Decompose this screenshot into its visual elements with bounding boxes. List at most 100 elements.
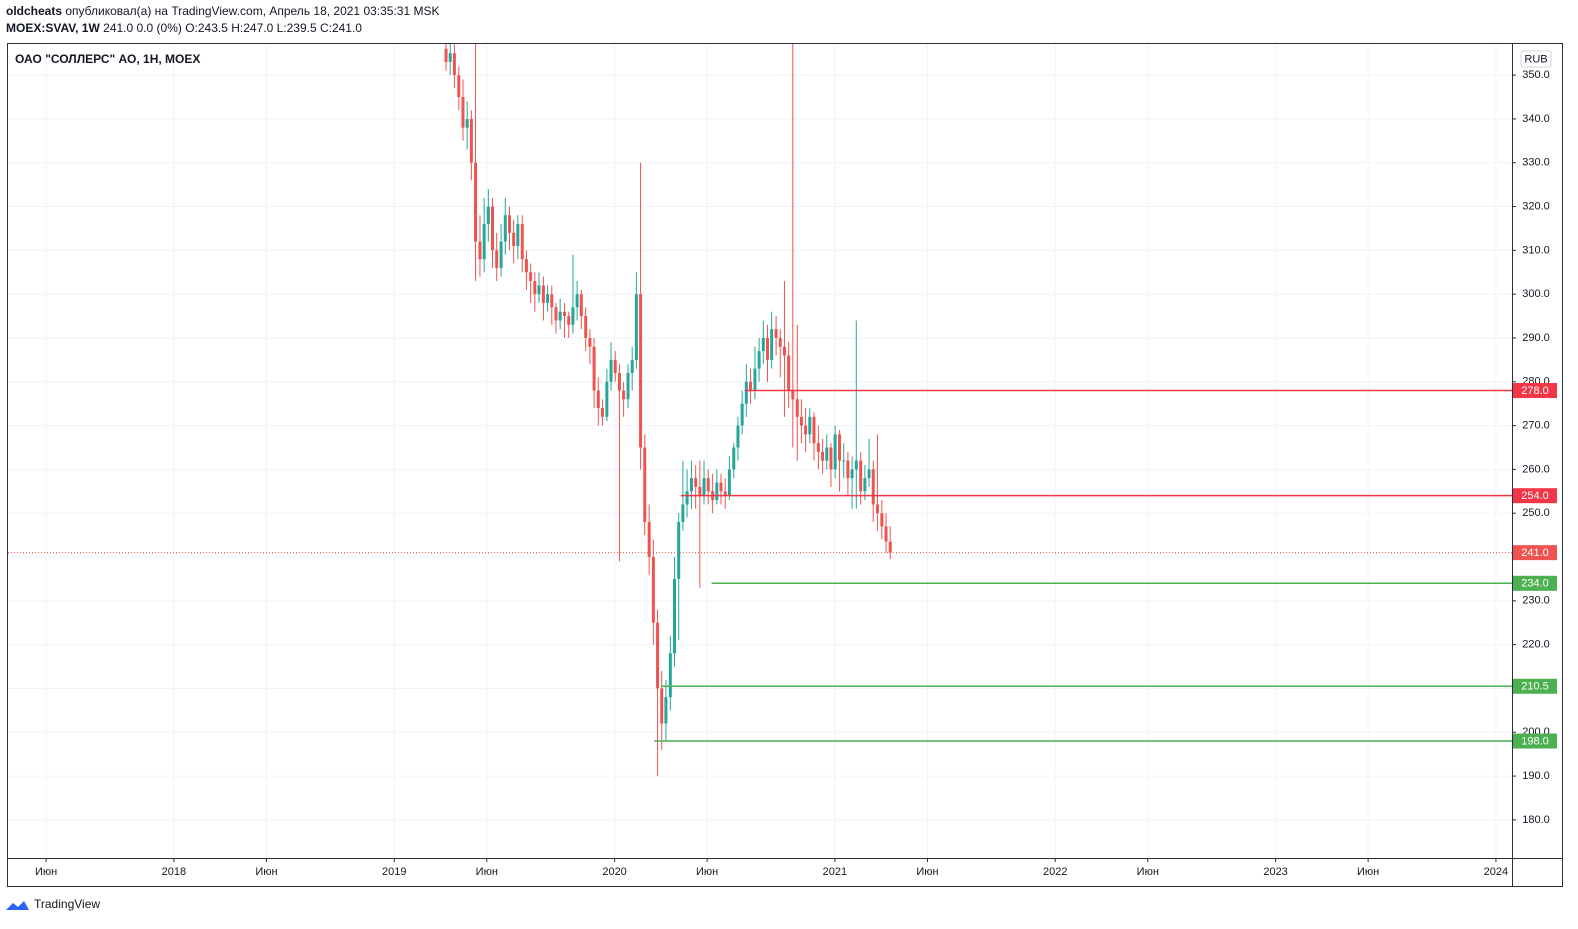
candle-body (630, 359, 634, 374)
x-tick-label: 2024 (1484, 866, 1508, 878)
candle-body (651, 557, 655, 623)
plot (8, 44, 1512, 777)
x-tick-label: 2021 (823, 866, 847, 878)
candle-body (571, 307, 575, 325)
candle-body (567, 316, 571, 325)
candle-body (681, 504, 685, 522)
candle-body (778, 337, 782, 347)
candle-body (673, 578, 677, 654)
candle-body (791, 390, 795, 400)
x-tick-label: 2018 (162, 866, 186, 878)
x-tick-label: Июн (1357, 866, 1379, 878)
x-tick-label: 2022 (1043, 866, 1067, 878)
candle-body (516, 224, 520, 246)
candle-body (825, 447, 829, 461)
candle-body (452, 53, 456, 76)
candle-body (495, 250, 499, 268)
candle-body (799, 416, 803, 426)
candle-body (486, 206, 490, 225)
candle-body (533, 281, 537, 295)
last-price-box (1513, 545, 1557, 561)
candle-body (605, 381, 609, 417)
candle-body (639, 294, 643, 448)
candle-body (668, 653, 672, 698)
candle-body (537, 285, 541, 295)
quote: 241.0 0.0 (0%) O:243.5 H:247.0 L:239.5 C… (103, 21, 362, 35)
candle-body (808, 416, 812, 435)
candle-body (740, 403, 744, 426)
candle-body (478, 241, 482, 260)
candle-body (706, 478, 710, 492)
candle-body (804, 425, 808, 435)
candle-body (617, 373, 621, 391)
candle-body (774, 329, 778, 338)
candle-body (592, 346, 596, 391)
candle-body (677, 521, 681, 579)
candle-body (685, 491, 689, 505)
candle-body (512, 232, 516, 246)
candle-body (643, 447, 647, 522)
candle-body (563, 311, 567, 317)
candle-body (888, 541, 892, 553)
candle-body (787, 355, 791, 391)
y-tick-label: 290.0 (1522, 332, 1550, 344)
published: опубликовал(а) на TradingView.com, Апрел… (65, 4, 439, 18)
x-tick-label: Июн (1137, 866, 1159, 878)
x-tick-label: Июн (255, 866, 277, 878)
candle-body (596, 390, 600, 409)
candle-body (626, 373, 630, 400)
candle-body (579, 294, 583, 317)
y-tick-label: 230.0 (1522, 595, 1550, 607)
y-tick-label: 220.0 (1522, 639, 1550, 651)
candle-body (469, 118, 473, 163)
y-tick-label: 330.0 (1522, 157, 1550, 169)
candle-body (550, 294, 554, 308)
candle-body (524, 259, 528, 273)
candle-body (656, 622, 660, 689)
candle-body (867, 469, 871, 479)
x-tick-label: Июн (476, 866, 498, 878)
candle-body (859, 460, 863, 492)
candle-body (727, 469, 731, 496)
candle-body (507, 215, 511, 233)
symbol: MOEX:SVAV, 1W (6, 21, 100, 35)
candle-body (609, 359, 613, 382)
candle-body (461, 97, 465, 128)
publish-line: oldcheats опубликовал(а) на TradingView.… (6, 4, 440, 18)
candle-body (821, 451, 825, 461)
x-tick-label: Июн (696, 866, 718, 878)
candle-body (482, 224, 486, 260)
level-box (1513, 733, 1557, 749)
candle-body (634, 294, 638, 360)
author: oldcheats (6, 4, 62, 18)
candle-body (829, 447, 833, 470)
candle-body (749, 381, 753, 391)
level-box (1513, 383, 1557, 399)
level-label: 234.0 (1521, 578, 1549, 590)
candle-body (875, 504, 879, 514)
x-tick-label: 2020 (602, 866, 626, 878)
x-tick-label: 2019 (382, 866, 406, 878)
candle-body (761, 337, 765, 352)
candle-body (622, 390, 626, 400)
y-tick-label: 350.0 (1522, 69, 1550, 81)
candle-body (660, 688, 664, 724)
candle-body (833, 434, 837, 470)
candle-body (736, 425, 740, 448)
candle-body (854, 460, 858, 470)
brand: TradingView (34, 897, 100, 911)
candle-body (520, 224, 524, 260)
candle-body (546, 294, 550, 303)
candle-body (757, 351, 761, 369)
candle-body (715, 482, 719, 501)
axes: 180.0190.0200.0210.0220.0230.0240.0250.0… (35, 69, 1557, 878)
candle-body (474, 162, 478, 242)
candle-body (723, 491, 727, 496)
level-box (1513, 488, 1557, 504)
candle-body (694, 478, 698, 487)
y-tick-label: 190.0 (1522, 770, 1550, 782)
candle-body (846, 460, 850, 479)
candle-body (503, 215, 507, 242)
candle-body (664, 697, 668, 724)
